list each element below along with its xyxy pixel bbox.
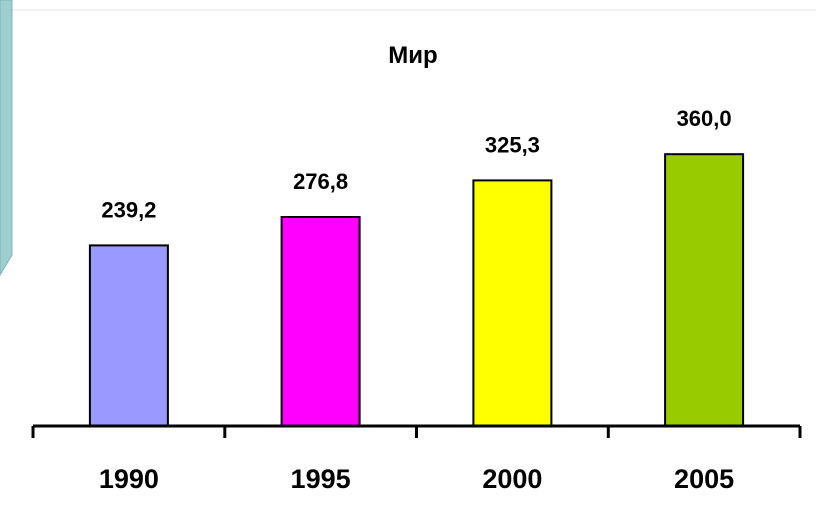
accent-triangle [0,0,13,276]
value-label-1990: 239,2 [101,197,156,222]
bar-1995 [280,216,361,427]
x-tick-label-2000: 2000 [482,464,542,494]
value-labels-layer: 239,2 276,8 325,3 360,0 [101,106,731,222]
value-label-1995: 276,8 [293,169,348,194]
x-tick-label-1990: 1990 [99,464,159,494]
chart-title: Мир [388,42,437,69]
x-tick-label-1995: 1995 [291,464,351,494]
x-tick-label-2005: 2005 [674,464,734,494]
bars-layer [88,153,745,427]
bar-2005 [664,153,745,427]
value-label-2005: 360,0 [677,106,732,131]
x-axis: 1990 1995 2000 2005 [31,424,802,494]
bar-1990 [88,244,169,427]
value-label-2000: 325,3 [485,132,540,157]
bar-2000 [472,179,553,427]
